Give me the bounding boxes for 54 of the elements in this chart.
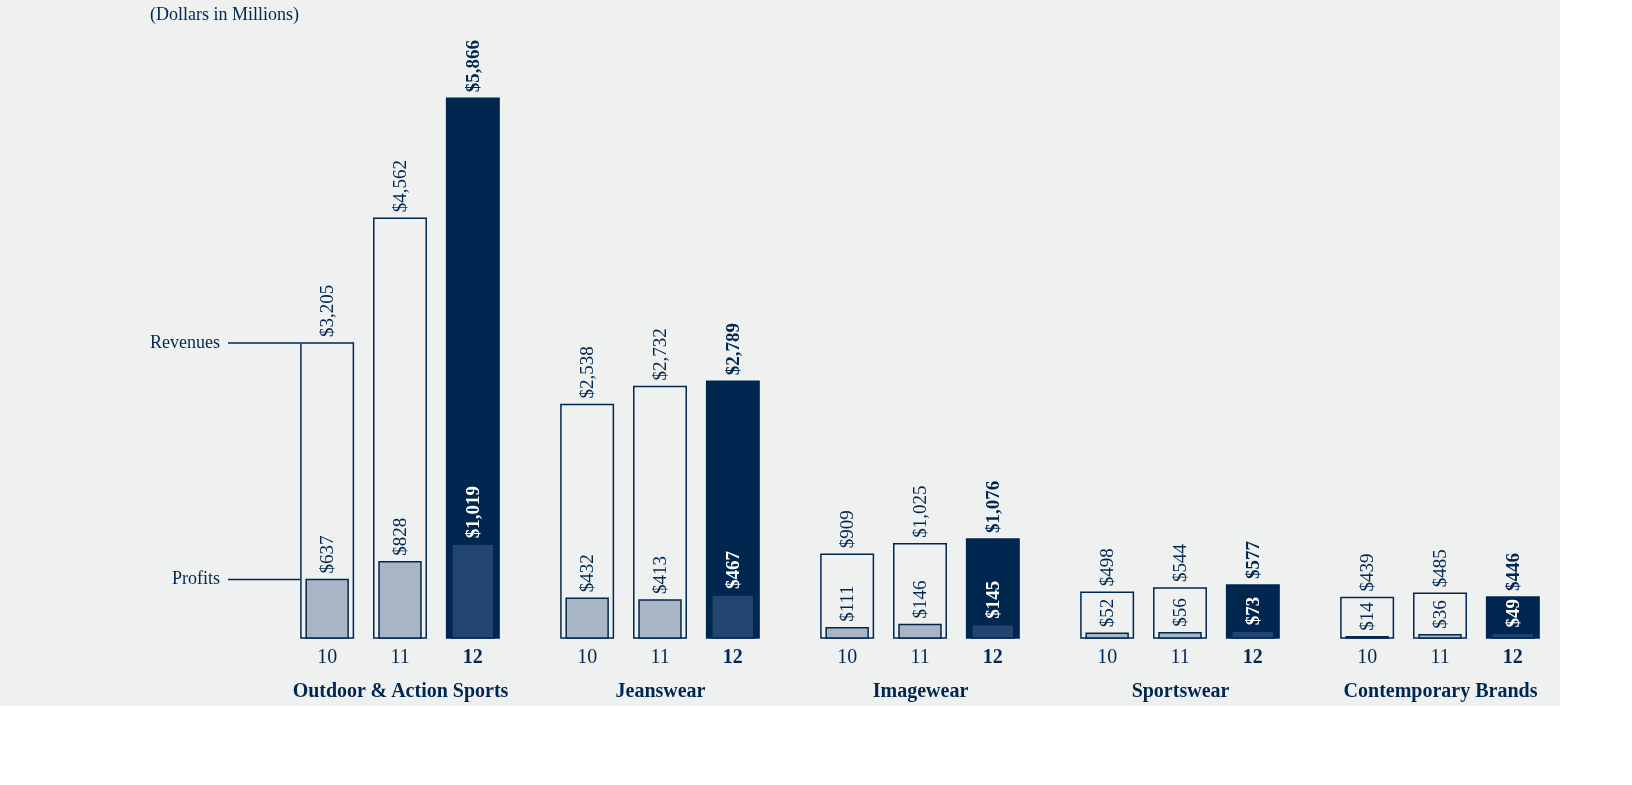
data-label: $828 (389, 517, 410, 556)
x-axis-title: Outdoor & Action Sports (292, 678, 509, 702)
x-tick-label: 10 (1357, 644, 1378, 667)
x-tick-label: 11 (910, 644, 930, 667)
data-label: $73 (1241, 596, 1263, 626)
data-label: $2,538 (576, 346, 598, 399)
data-label: $145 (981, 580, 1003, 619)
chart-title: (Dollars in Millions) (150, 4, 300, 25)
data-label: $439 (1356, 553, 1378, 592)
x-tick-label: 10 (837, 644, 858, 667)
x-tick-label: 11 (1170, 644, 1190, 667)
data-label: $4,562 (389, 159, 410, 213)
data-label: $52 (1096, 598, 1118, 628)
data-label: $49 (1501, 598, 1523, 628)
data-label: $485 (1429, 549, 1450, 588)
x-tick-label: 11 (390, 644, 410, 667)
data-label: $577 (1241, 540, 1263, 579)
x-tick-label: 11 (1430, 644, 1450, 667)
data-label: $3,205 (316, 284, 338, 338)
data-label: $111 (836, 585, 858, 622)
x-tick-label: 12 (722, 644, 743, 667)
x-tick-label: 12 (1242, 644, 1263, 667)
legend-label: Profits (171, 568, 220, 589)
data-label: $498 (1096, 548, 1118, 587)
x-tick-label: 12 (1502, 644, 1523, 667)
data-label: $1,025 (909, 485, 930, 538)
data-label: $2,732 (649, 328, 670, 381)
data-label: $637 (316, 535, 338, 574)
data-label: $14 (1356, 601, 1378, 631)
bar (1340, 596, 1395, 639)
x-axis-title: Jeanswear (615, 678, 706, 701)
x-tick-label: 10 (1097, 644, 1118, 667)
data-label: $909 (836, 510, 858, 549)
x-tick-label: 10 (317, 644, 338, 667)
data-label: $2,789 (721, 323, 743, 376)
data-label: $467 (721, 550, 743, 590)
data-label: $36 (1429, 600, 1450, 629)
x-tick-label: 10 (577, 644, 598, 667)
x-tick-label: 12 (462, 644, 483, 667)
x-axis-title: Imagewear (872, 678, 969, 702)
x-axis-title: Contemporary Brands (1343, 678, 1538, 702)
data-label: $146 (909, 580, 930, 619)
x-tick-label: 11 (650, 644, 670, 667)
data-label: $1,076 (981, 480, 1003, 533)
data-label: $432 (576, 554, 598, 593)
data-label: $413 (649, 555, 670, 594)
data-label: $56 (1169, 598, 1190, 627)
x-tick-label: 12 (982, 644, 1003, 667)
data-label: $1,019 (461, 485, 483, 539)
x-axis-title: Sportswear (1131, 678, 1230, 702)
data-label: $5,866 (461, 39, 483, 93)
legend-label: Revenues (150, 332, 220, 353)
data-label: $544 (1169, 543, 1190, 582)
data-label: $446 (1501, 552, 1523, 591)
